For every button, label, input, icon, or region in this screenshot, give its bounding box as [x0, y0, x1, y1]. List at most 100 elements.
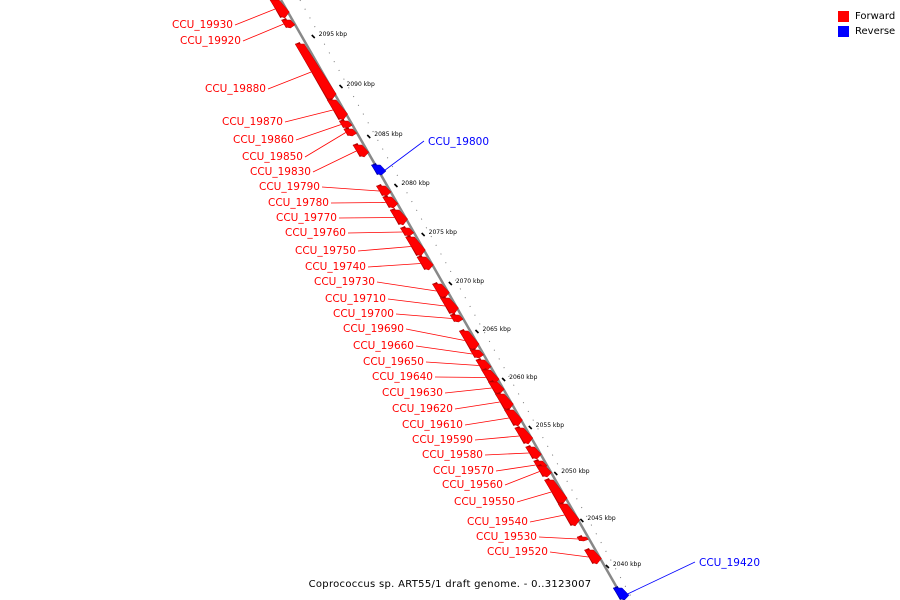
gene-block-body	[382, 196, 399, 209]
gene-label[interactable]: CCU_19620	[392, 403, 453, 415]
gene-label[interactable]: CCU_19420	[699, 557, 760, 569]
gene-block-body	[557, 503, 581, 527]
tick-label: 2065 kbp	[482, 326, 510, 333]
gene-label[interactable]: CCU_19750	[295, 245, 356, 257]
gene-block[interactable]	[503, 408, 523, 427]
gene-label[interactable]: CCU_19770	[276, 212, 337, 224]
gene-leader-line	[627, 561, 696, 595]
gene-leader-line	[357, 246, 411, 252]
tick-label: 2055 kbp	[536, 422, 564, 429]
gene-label[interactable]: CCU_19550	[454, 496, 515, 508]
gene-block[interactable]	[475, 358, 492, 372]
gene-block[interactable]	[514, 426, 534, 445]
gene-label[interactable]: CCU_19710	[325, 293, 386, 305]
gene-block-body	[326, 99, 348, 121]
gene-label[interactable]: CCU_19930	[172, 19, 233, 31]
gene-leader-line	[474, 435, 520, 441]
gene-label[interactable]: CCU_19640	[372, 371, 433, 383]
gene-label[interactable]: CCU_19780	[268, 197, 329, 209]
gene-block[interactable]	[525, 445, 542, 460]
gene-label[interactable]: CCU_19830	[250, 166, 311, 178]
gene-block[interactable]	[343, 127, 358, 137]
gene-label[interactable]: CCU_19870	[222, 116, 283, 128]
gene-block[interactable]	[338, 119, 353, 129]
gene-label[interactable]: CCU_19880	[205, 83, 266, 95]
gene-block[interactable]	[370, 163, 387, 176]
gene-block[interactable]	[405, 235, 426, 257]
gene-block-body	[535, 465, 553, 478]
gene-block[interactable]	[449, 313, 464, 323]
legend-reverse-label: Reverse	[855, 26, 896, 37]
gene-block-body	[280, 19, 296, 29]
gene-label[interactable]: CCU_19590	[412, 434, 473, 446]
gene-block-body	[416, 256, 434, 271]
gene-label[interactable]: CCU_19560	[442, 479, 503, 491]
gene-block-body	[375, 185, 392, 197]
gene-block[interactable]	[543, 478, 568, 505]
gene-block[interactable]	[439, 296, 459, 315]
gene-leader-line	[295, 124, 342, 141]
gene-label[interactable]: CCU_19700	[333, 308, 394, 320]
gene-block-body	[469, 349, 485, 359]
gene-leader-line	[434, 376, 486, 378]
tick-label: 2040 kbp	[613, 561, 641, 568]
gene-block[interactable]	[431, 282, 450, 299]
map-caption: Coprococcus sp. ART55/1 draft genome. - …	[308, 579, 592, 590]
gene-block[interactable]	[352, 143, 370, 158]
gene-block[interactable]	[487, 380, 505, 395]
gene-label[interactable]: CCU_19740	[305, 261, 366, 273]
gene-block[interactable]	[469, 348, 485, 359]
gene-leader-line	[242, 23, 284, 42]
gene-block[interactable]	[557, 502, 581, 527]
gene-label[interactable]: CCU_19730	[314, 276, 375, 288]
gene-label[interactable]: CCU_19920	[180, 35, 241, 47]
gene-label[interactable]: CCU_19520	[487, 546, 548, 558]
gene-label[interactable]: CCU_19530	[476, 531, 537, 543]
gene-block-body	[294, 43, 337, 101]
gene-label[interactable]: CCU_19790	[259, 181, 320, 193]
gene-block-body	[543, 479, 568, 505]
gene-block-body	[583, 549, 602, 565]
legend-item-forward: Forward	[838, 9, 895, 24]
gene-label[interactable]: CCU_19580	[422, 449, 483, 461]
gene-block[interactable]	[294, 42, 337, 101]
gene-label[interactable]: CCU_19540	[467, 516, 528, 528]
gene-leader-line	[529, 514, 565, 523]
tick-label: 2050 kbp	[561, 468, 589, 475]
gene-label[interactable]: CCU_19570	[433, 465, 494, 477]
gene-block[interactable]	[326, 98, 348, 121]
gene-block[interactable]	[375, 184, 392, 197]
gene-block-body	[503, 409, 523, 427]
gene-block[interactable]	[389, 208, 408, 226]
tick-label: 2060 kbp	[509, 374, 537, 381]
gene-block[interactable]	[576, 535, 589, 542]
gene-label[interactable]: CCU_19660	[353, 340, 414, 352]
gene-block-body	[370, 164, 387, 176]
gene-label[interactable]: CCU_19850	[242, 151, 303, 163]
gene-leader-line	[267, 71, 312, 90]
gene-block[interactable]	[612, 586, 630, 600]
gene-block[interactable]	[416, 255, 434, 271]
gene-block[interactable]	[494, 392, 514, 411]
gene-block-body	[514, 427, 534, 445]
gene-block-body	[352, 144, 370, 158]
gene-block[interactable]	[535, 464, 553, 478]
gene-block[interactable]	[458, 329, 480, 351]
gene-block[interactable]	[280, 18, 296, 29]
gene-label[interactable]: CCU_19800	[428, 136, 489, 148]
gene-label[interactable]: CCU_19760	[285, 227, 346, 239]
gene-block[interactable]	[399, 226, 415, 237]
gene-leader-line	[504, 471, 540, 486]
gene-label[interactable]: CCU_19610	[402, 419, 463, 431]
gene-block[interactable]	[583, 548, 602, 565]
gene-label[interactable]: CCU_19630	[382, 387, 443, 399]
gene-label[interactable]: CCU_19690	[343, 323, 404, 335]
tick-mark	[474, 329, 480, 334]
tick-mark	[448, 281, 453, 286]
gene-block-body	[431, 283, 450, 299]
gene-block[interactable]	[269, 0, 290, 19]
gene-block[interactable]	[382, 195, 399, 209]
gene-label[interactable]: CCU_19650	[363, 356, 424, 368]
gene-label[interactable]: CCU_19860	[233, 134, 294, 146]
tick-mark	[553, 471, 558, 476]
